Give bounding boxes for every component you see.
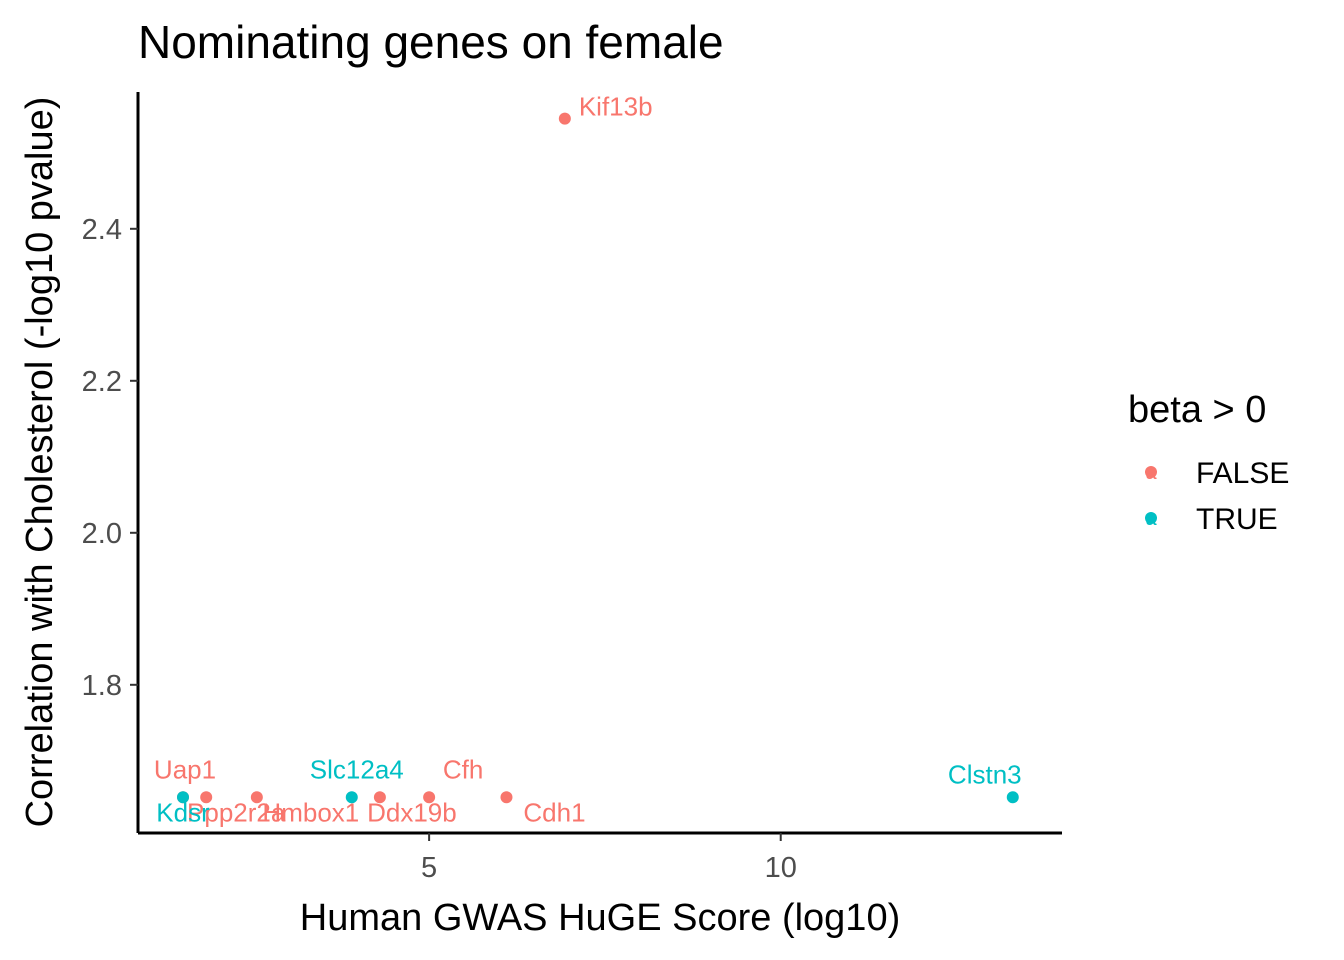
data-point-cdh1 bbox=[500, 791, 513, 804]
legend-label-false: FALSE bbox=[1196, 457, 1289, 490]
y-tick-label: 2.4 bbox=[82, 214, 122, 246]
legend-key-letter: a bbox=[1145, 508, 1157, 530]
data-point-hmbox1 bbox=[250, 791, 263, 804]
point-label-uap1: Uap1 bbox=[154, 754, 216, 784]
axes bbox=[136, 92, 1062, 835]
legend-label-true: TRUE bbox=[1196, 503, 1278, 536]
data-point-kif13b bbox=[558, 112, 571, 125]
point-label-cfh: Cfh bbox=[443, 754, 483, 784]
data-point-cfh bbox=[423, 791, 436, 804]
point-label-ppp2r2a: Ppp2r2a bbox=[187, 797, 286, 827]
point-label-kdsr: Kdsr bbox=[156, 797, 210, 827]
data-point-ppp2r2a bbox=[200, 791, 213, 804]
point-label-hmbox1: Hmbox1 bbox=[262, 797, 359, 827]
y-tick-label: 2.0 bbox=[82, 518, 122, 550]
data-point-slc12a4 bbox=[345, 791, 358, 804]
legend-key-point bbox=[1145, 466, 1157, 478]
data-points bbox=[177, 112, 1019, 804]
y-tick-label: 1.8 bbox=[82, 670, 122, 702]
legend-title: beta > 0 bbox=[1128, 389, 1266, 431]
legend-key-point bbox=[1145, 512, 1157, 524]
y-axis-title: Correlation with Cholesterol (-log10 pva… bbox=[19, 97, 61, 828]
x-tick-label: 10 bbox=[765, 852, 797, 884]
data-point-ddx19b bbox=[373, 791, 386, 804]
point-label-kif13b: Kif13b bbox=[579, 92, 653, 122]
point-label-slc12a4: Slc12a4 bbox=[310, 754, 404, 784]
x-axis-title: Human GWAS HuGE Score (log10) bbox=[300, 897, 900, 939]
data-point-kdsr bbox=[177, 791, 190, 804]
chart-title: Nominating genes on female bbox=[138, 16, 724, 68]
x-ticks: 5 10 bbox=[421, 833, 797, 884]
x-tick-label: 5 bbox=[421, 852, 437, 884]
y-ticks: 1.8 2.0 2.2 2.4 bbox=[82, 214, 138, 702]
y-tick-label: 2.2 bbox=[82, 366, 122, 398]
point-label-ddx19b: Ddx19b bbox=[367, 797, 457, 827]
point-label-cdh1: Cdh1 bbox=[523, 797, 585, 827]
data-point-clstn3 bbox=[1006, 791, 1019, 804]
point-label-clstn3: Clstn3 bbox=[948, 759, 1022, 789]
legend: beta > 0 a FALSE a TRUE bbox=[1128, 389, 1289, 536]
legend-key-letter: a bbox=[1145, 462, 1157, 484]
